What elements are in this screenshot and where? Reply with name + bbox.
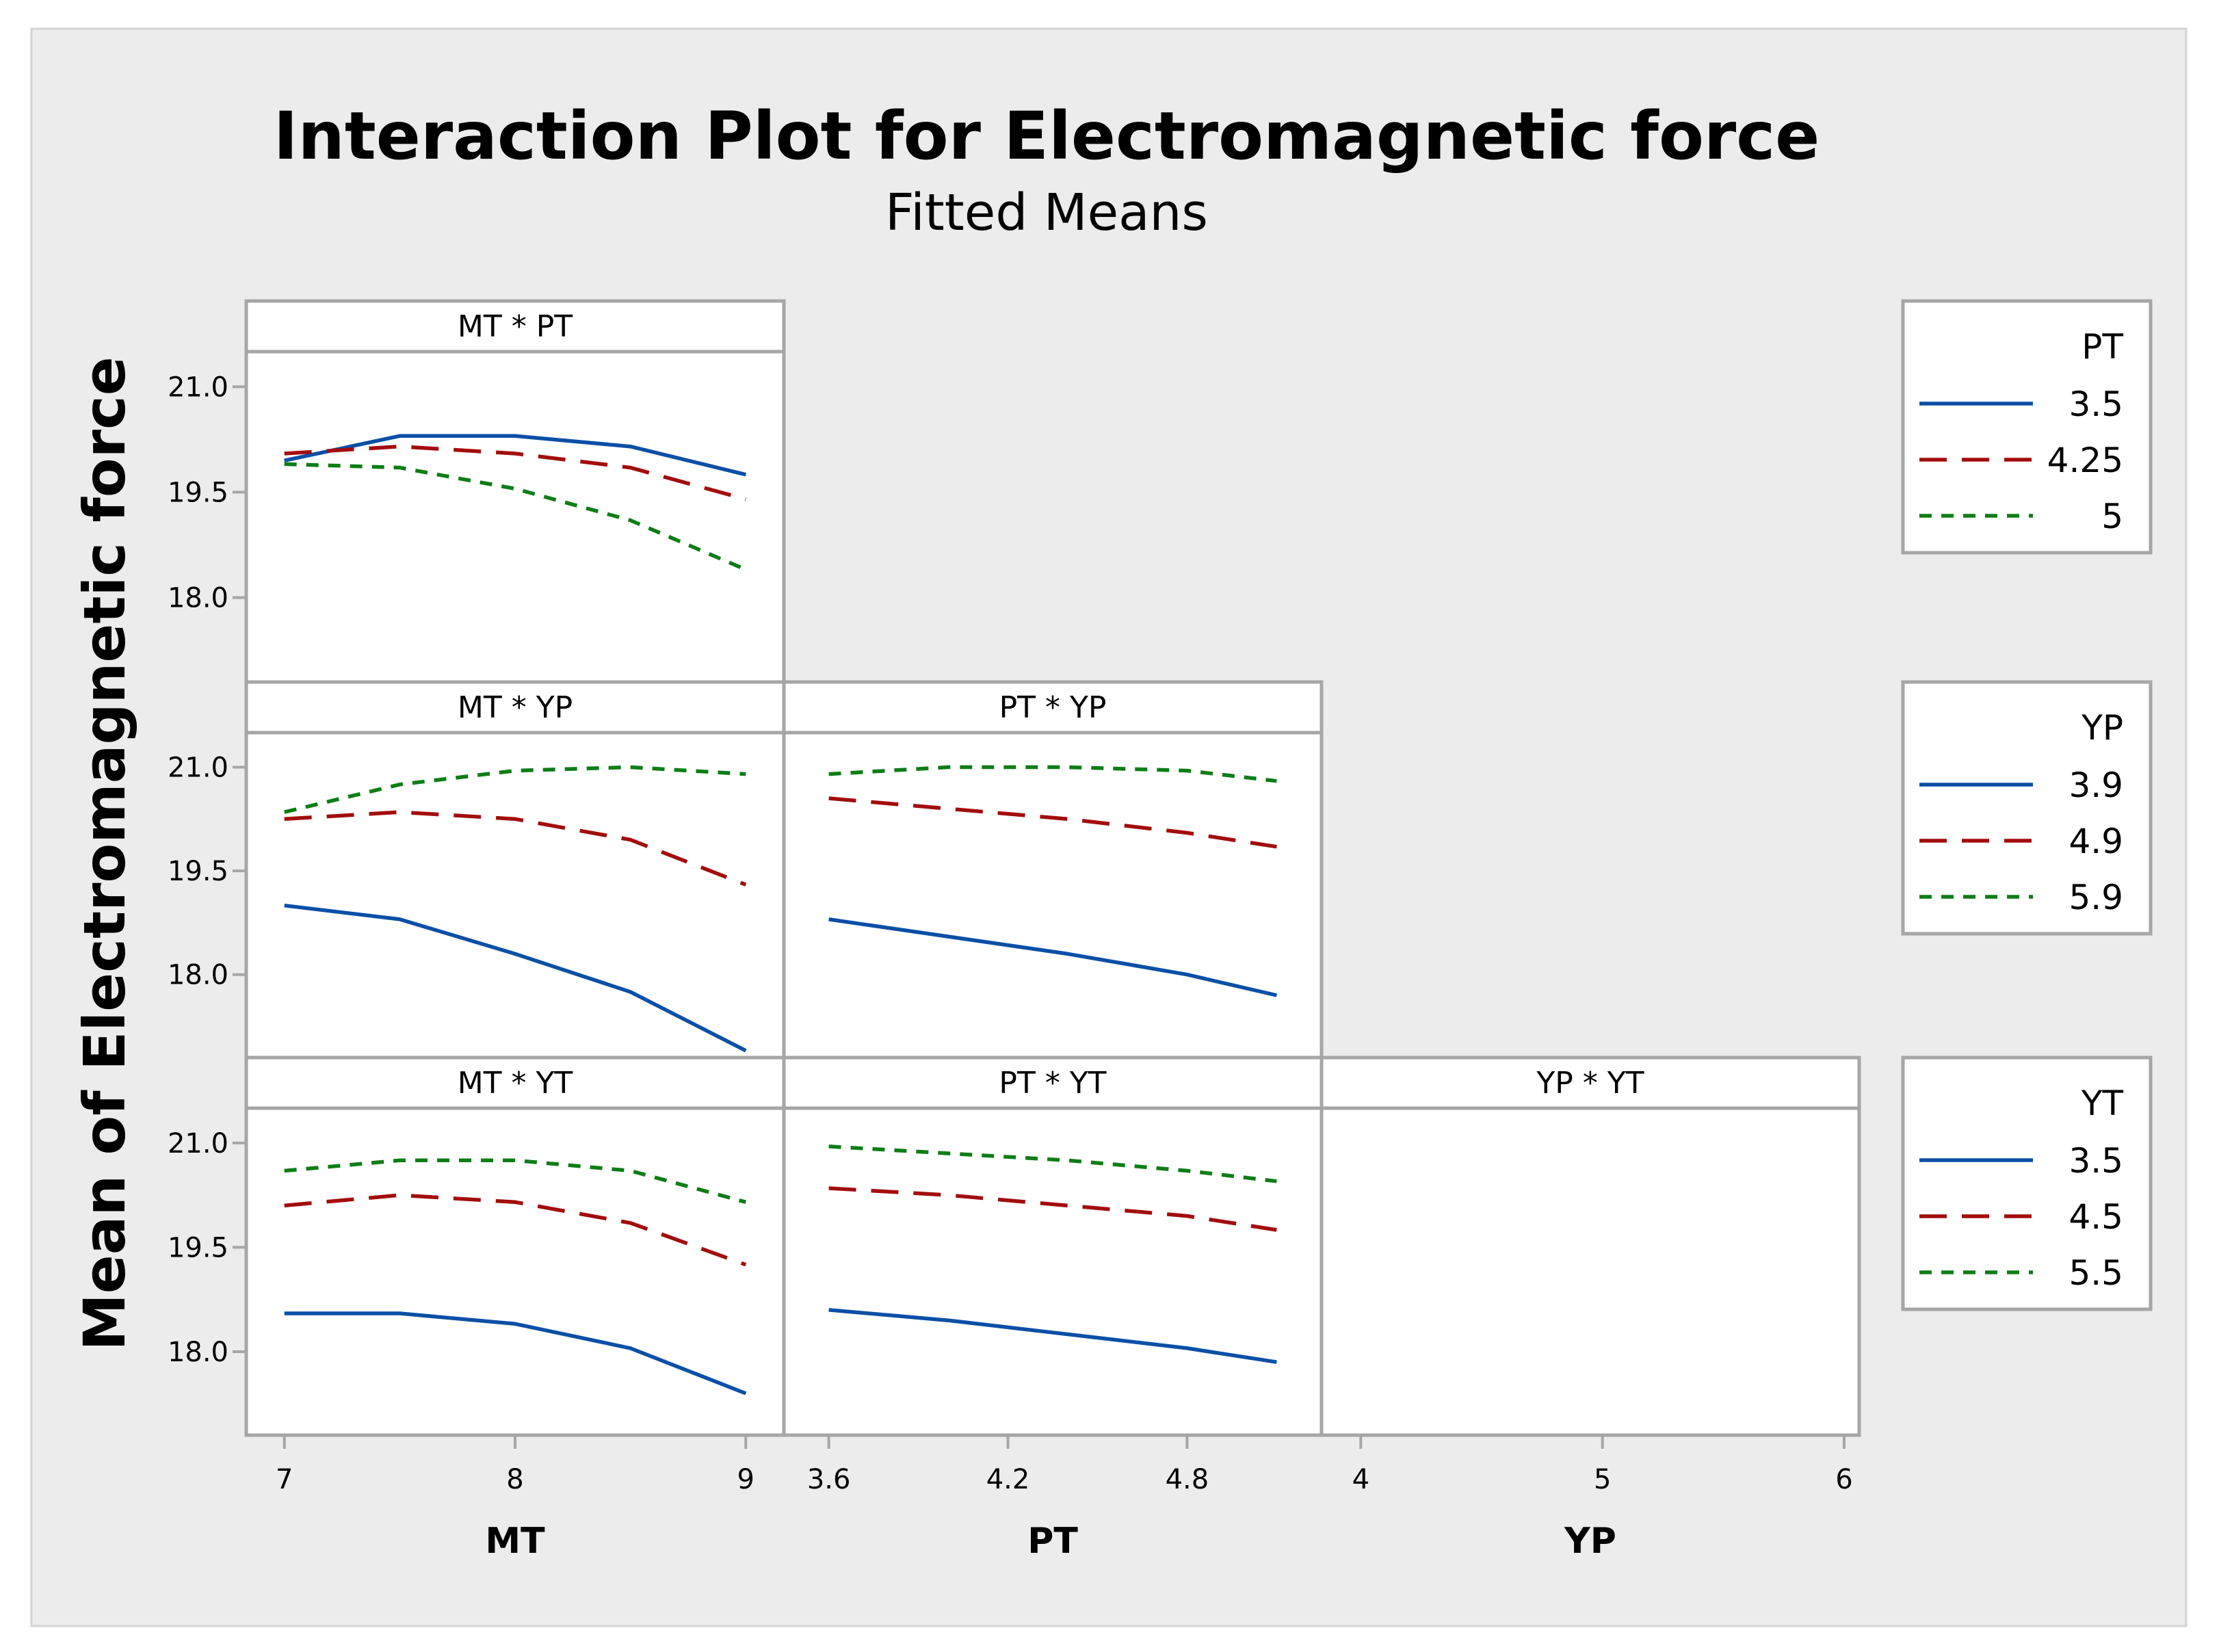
y-tick-label: 19.5	[168, 1232, 228, 1263]
y-tick-label: 18.0	[168, 960, 228, 991]
x-axis-label: YP	[1564, 1521, 1616, 1562]
y-axis-row-3: 21.0 19.5 18.0	[168, 1128, 246, 1368]
panel-mt-pt: MT * PT	[244, 299, 786, 684]
series-line-3-5	[284, 434, 746, 477]
y-axis-label: Mean of Electromagnetic force	[71, 356, 138, 1351]
series-line-4-9	[284, 810, 747, 887]
series-line-4-5	[828, 1186, 1277, 1232]
legend-yt: YT 3.5 4.5 5.5	[1901, 1056, 2153, 1311]
series-line-4-5	[284, 1193, 747, 1267]
y-tick-label: 19.5	[168, 856, 228, 887]
series-line-3-9	[284, 903, 747, 1053]
x-tick-label: 8	[506, 1464, 523, 1495]
panel-plot-area	[246, 352, 784, 682]
legend-entry-label: 3.5	[2069, 1141, 2123, 1181]
legend-box	[1901, 299, 2153, 555]
x-axis-label: PT	[1027, 1521, 1078, 1562]
legend-entry-label: 5.5	[2069, 1253, 2123, 1293]
panel-title: MT * PT	[458, 309, 573, 344]
legend-entry-label: 5.9	[2069, 878, 2123, 917]
panel-strip	[1322, 1058, 1859, 1108]
panel-title: MT * YT	[458, 1066, 573, 1101]
panel-strip	[784, 1058, 1322, 1108]
x-axis-yp: 4 5 6 YP	[1352, 1435, 1853, 1562]
x-tick-label: 7	[276, 1464, 293, 1495]
series-line-5-5	[284, 1158, 747, 1204]
chart-title: Interaction Plot for Electromagnetic for…	[274, 98, 1820, 174]
series-line-3-9	[828, 917, 1278, 997]
x-tick-label: 9	[737, 1464, 754, 1495]
legend-entry-label: 3.9	[2069, 765, 2123, 805]
panel-title: MT * YP	[458, 690, 573, 725]
panel-yp-yt: YP * YT	[1319, 1056, 1861, 1437]
y-tick-label: 21.0	[168, 752, 228, 784]
panel-mt-yt: MT * YT	[244, 1056, 786, 1437]
panel-plot-area	[246, 733, 784, 1058]
y-tick-label: 19.5	[168, 477, 228, 509]
legend-entry-label: 4.25	[2047, 441, 2123, 480]
panel-plot-area	[1322, 1108, 1859, 1435]
series-line-4-9	[828, 796, 1277, 849]
legend-pt: PT 3.5 4.25 5	[1901, 299, 2153, 555]
legend-box	[1901, 680, 2153, 936]
panel-pt-yp: PT * YP	[782, 680, 1324, 1060]
panel-plot-area	[784, 1108, 1322, 1435]
x-tick-label: 4.8	[1166, 1464, 1209, 1495]
panel-title: PT * YP	[999, 690, 1107, 725]
legend-title: YT	[2081, 1084, 2124, 1123]
panel-strip	[246, 301, 784, 352]
legend-yp: YP 3.9 4.9 5.9	[1901, 680, 2153, 936]
x-tick-label: 6	[1835, 1464, 1852, 1495]
panel-frame	[1319, 1056, 1861, 1437]
y-tick-label: 18.0	[168, 583, 228, 614]
legend-area: PT 3.5 4.25 5 YP 3.9 4.9 5.9 YT 3.5 4.5 5.5	[1901, 299, 2153, 1311]
legend-title: YP	[2081, 708, 2123, 748]
panel-grid: MT * PT MT * YP PT * YP MT * YT PT * YT YP * …	[168, 299, 1861, 1562]
x-tick-label: 4.2	[986, 1464, 1030, 1495]
panel-title: PT * YT	[999, 1066, 1106, 1101]
x-axis-pt: 3.6 4.2 4.8 PT	[807, 1435, 1209, 1562]
x-tick-label: 3.6	[807, 1464, 851, 1495]
panel-pt-yt: PT * YT	[782, 1056, 1324, 1437]
panel-strip	[784, 682, 1322, 733]
series-line-3-5	[284, 1311, 747, 1395]
legend-entry-label: 4.9	[2069, 822, 2123, 861]
x-tick-label: 4	[1352, 1464, 1369, 1495]
legend-box	[1901, 1056, 2153, 1311]
x-tick-label: 5	[1594, 1464, 1611, 1495]
series-line-5	[284, 462, 747, 572]
panel-strip	[246, 682, 784, 733]
y-axis-row-1: 21.0 19.5 18.0	[168, 371, 246, 614]
y-tick-label: 21.0	[168, 1128, 228, 1159]
panel-mt-yp: MT * YP	[244, 680, 786, 1060]
chart-subtitle: Fitted Means	[885, 183, 1208, 242]
x-axis-label: MT	[485, 1521, 545, 1562]
x-axis-mt: 7 8 9 MT	[276, 1435, 754, 1562]
legend-entry-label: 5	[2101, 497, 2123, 536]
legend-title: PT	[2082, 327, 2123, 367]
panel-strip	[246, 1058, 784, 1108]
y-tick-label: 18.0	[168, 1337, 228, 1368]
panel-plot-area	[246, 1108, 784, 1435]
series-line-4-25	[284, 444, 747, 501]
panel-plot-area	[784, 733, 1322, 1058]
y-tick-label: 21.0	[168, 371, 228, 403]
panel-title: YP * YT	[1536, 1066, 1644, 1101]
legend-entry-label: 3.5	[2069, 384, 2123, 424]
y-axis-row-2: 21.0 19.5 18.0	[168, 752, 246, 991]
legend-entry-label: 4.5	[2069, 1197, 2123, 1237]
series-line-3-5	[828, 1308, 1277, 1364]
